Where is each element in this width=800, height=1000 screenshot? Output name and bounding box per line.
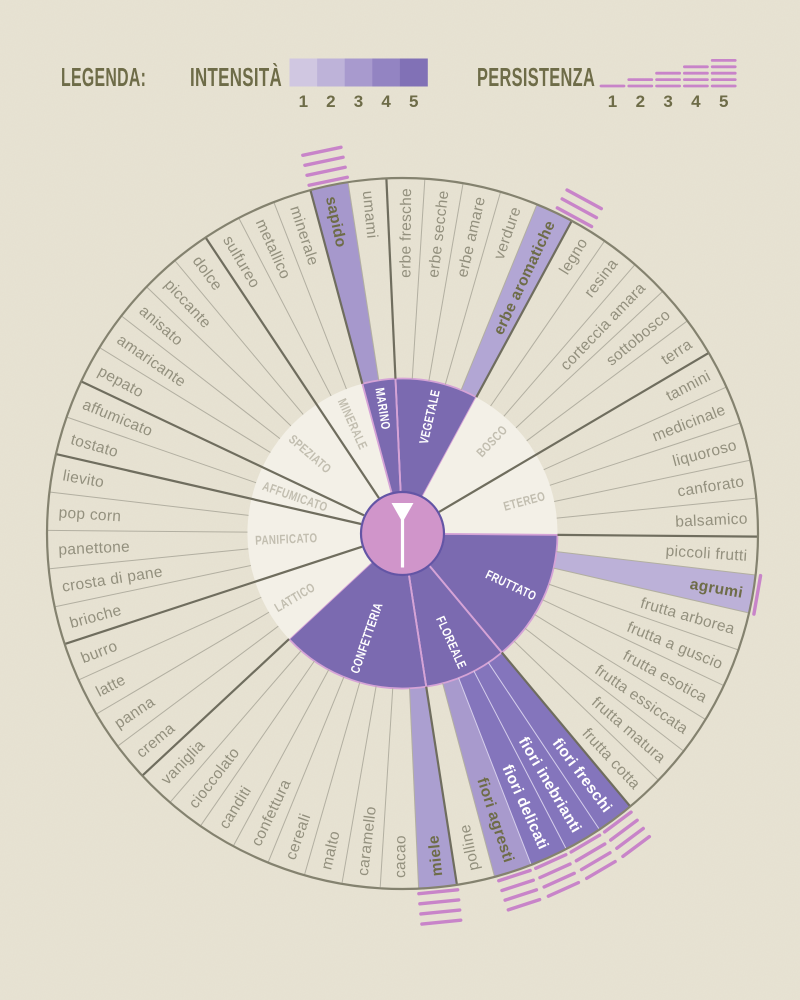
svg-text:lievito: lievito <box>61 467 105 491</box>
svg-text:5: 5 <box>719 92 728 111</box>
svg-text:piccoli frutti: piccoli frutti <box>665 543 748 565</box>
svg-text:MARINO: MARINO <box>372 387 392 431</box>
svg-text:panettone: panettone <box>58 538 130 558</box>
svg-text:balsamico: balsamico <box>675 510 748 530</box>
svg-text:pop corn: pop corn <box>58 504 122 525</box>
svg-text:1: 1 <box>608 92 617 111</box>
svg-text:PANIFICATO: PANIFICATO <box>255 532 318 548</box>
svg-text:PERSISTENZA: PERSISTENZA <box>477 62 595 92</box>
svg-text:2: 2 <box>326 92 335 111</box>
svg-text:cacao: cacao <box>392 835 409 878</box>
svg-text:umami: umami <box>359 190 381 239</box>
svg-text:miele: miele <box>425 834 446 877</box>
svg-text:LEGENDA:: LEGENDA: <box>61 63 146 92</box>
svg-text:4: 4 <box>691 92 701 111</box>
svg-text:3: 3 <box>354 92 363 111</box>
svg-text:INTENSITÀ: INTENSITÀ <box>190 62 282 92</box>
svg-text:5: 5 <box>409 92 418 111</box>
svg-text:1: 1 <box>299 92 308 111</box>
svg-text:2: 2 <box>636 92 645 111</box>
svg-text:3: 3 <box>663 92 672 111</box>
svg-text:4: 4 <box>381 92 391 111</box>
svg-text:erbe fresche: erbe fresche <box>397 188 415 278</box>
